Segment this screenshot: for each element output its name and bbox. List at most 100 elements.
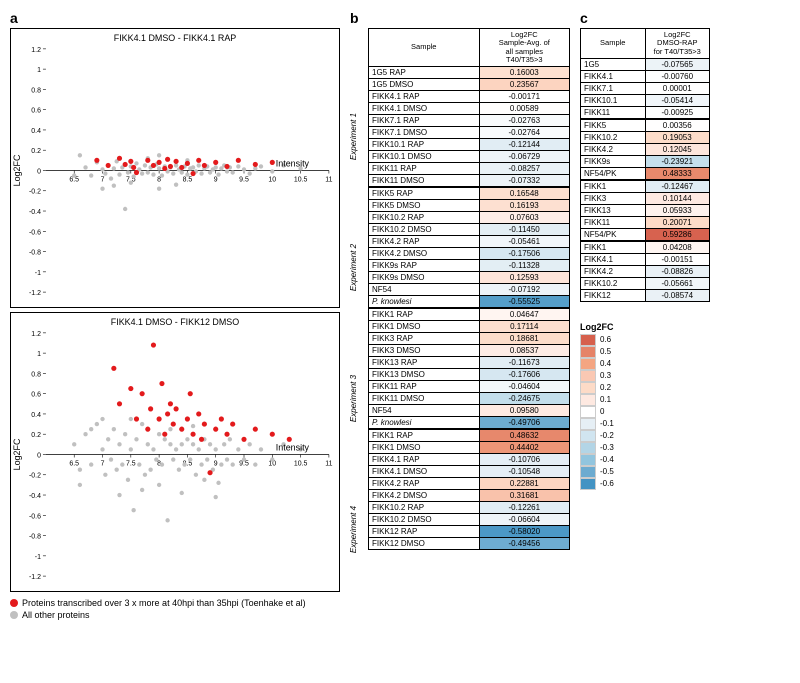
value-cell: 0.59286 [645, 228, 710, 241]
value-cell: 0.12045 [645, 143, 710, 155]
colorbar-stop: 0.4 [580, 358, 780, 370]
legend-item: All other proteins [10, 610, 340, 620]
sample-label: FIKK9s RAP [369, 260, 480, 272]
sample-label: FIKK3 DMSO [369, 345, 480, 357]
svg-text:-0.8: -0.8 [29, 250, 41, 257]
sample-label: FIKK1 RAP [369, 429, 480, 442]
colorbar-stop: 0.6 [580, 334, 780, 346]
value-cell: 0.18681 [479, 333, 569, 345]
svg-text:0.6: 0.6 [31, 108, 41, 115]
sample-label: FIKK7.1 DMSO [369, 127, 480, 139]
sample-label: FIKK4.1 [581, 253, 646, 265]
svg-text:-1.2: -1.2 [29, 290, 41, 297]
svg-text:0.2: 0.2 [31, 148, 41, 155]
value-cell: -0.00925 [645, 106, 710, 119]
svg-text:-1.2: -1.2 [29, 574, 41, 581]
sample-label: FIKK4.2 DMSO [369, 490, 480, 502]
sample-label: FIKK3 RAP [369, 333, 480, 345]
svg-text:7: 7 [101, 176, 105, 183]
legend-item: Proteins transcribed over 3 x more at 40… [10, 598, 340, 608]
value-cell: -0.05414 [645, 94, 710, 106]
color-scale: Log2FC0.60.50.40.30.20.10-0.1-0.2-0.3-0.… [580, 322, 780, 490]
svg-text:11: 11 [325, 460, 332, 467]
sample-label: FIKK13 [581, 204, 646, 216]
value-cell: -0.05661 [645, 277, 710, 289]
colorbar-stop: 0.1 [580, 394, 780, 406]
value-cell: 0.22881 [479, 478, 569, 490]
svg-text:1.2: 1.2 [31, 47, 41, 54]
sample-label: FIKK1 DMSO [369, 321, 480, 333]
sample-label: FIKK9s [581, 155, 646, 167]
colorbar-stop: -0.2 [580, 430, 780, 442]
value-cell: 0.08537 [479, 345, 569, 357]
svg-text:0.8: 0.8 [31, 371, 41, 378]
svg-text:-0.4: -0.4 [29, 493, 41, 500]
svg-text:Log2FC: Log2FC [12, 154, 22, 186]
sample-label: FIKK11 RAP [369, 381, 480, 393]
value-cell: 0.31681 [479, 490, 569, 502]
experiment-label: Experiment 4 [349, 505, 358, 552]
value-cell: -0.24675 [479, 393, 569, 405]
sample-label: FIKK10.2 [581, 131, 646, 143]
colorbar-stop: 0.2 [580, 382, 780, 394]
value-cell: -0.04604 [479, 381, 569, 393]
sample-label: 1G5 DMSO [369, 79, 480, 91]
sample-label: FIKK9s DMSO [369, 272, 480, 284]
sample-label: FIKK12 RAP [369, 526, 480, 538]
value-cell: -0.02763 [479, 115, 569, 127]
sample-label: FIKK10.2 RAP [369, 212, 480, 224]
value-cell: 0.48632 [479, 429, 569, 442]
sample-label: FIKK11 DMSO [369, 393, 480, 405]
sample-label: FIKK3 [581, 192, 646, 204]
value-cell: -0.08574 [645, 289, 710, 301]
svg-text:9.5: 9.5 [239, 176, 249, 183]
svg-text:1: 1 [37, 351, 41, 358]
panel-a: a -1.2-1-0.8-0.6-0.4-0.200.20.40.60.811.… [10, 10, 340, 622]
sample-label: FIKK12 [581, 289, 646, 301]
svg-text:-0.2: -0.2 [29, 473, 41, 480]
sample-label: FIKK12 DMSO [369, 538, 480, 550]
value-cell: -0.12261 [479, 502, 569, 514]
svg-text:1.2: 1.2 [31, 331, 41, 338]
value-cell: 0.00001 [645, 82, 710, 94]
sample-label: FIKK11 [581, 106, 646, 119]
value-cell: 0.17114 [479, 321, 569, 333]
svg-text:10.5: 10.5 [294, 460, 308, 467]
svg-text:0: 0 [37, 452, 41, 459]
value-cell: 0.44402 [479, 442, 569, 454]
value-cell: 0.04208 [645, 241, 710, 254]
scatter-chart-1: -1.2-1-0.8-0.6-0.4-0.200.20.40.60.811.26… [10, 312, 340, 592]
sample-label: FIKK4.2 RAP [369, 478, 480, 490]
sample-label: FIKK11 RAP [369, 163, 480, 175]
value-cell: -0.11673 [479, 357, 569, 369]
value-cell: 0.19053 [645, 131, 710, 143]
value-cell: -0.49456 [479, 538, 569, 550]
colorbar-stop: 0.3 [580, 370, 780, 382]
svg-text:FIKK4.1 DMSO - FIKK4.1 RAP: FIKK4.1 DMSO - FIKK4.1 RAP [114, 33, 237, 43]
value-cell: -0.08826 [645, 265, 710, 277]
svg-text:-0.4: -0.4 [29, 209, 41, 216]
svg-text:-0.6: -0.6 [29, 513, 41, 520]
table-c: SampleLog2FCDMSO-RAPfor T40/T35>31G5-0.0… [580, 28, 710, 302]
legend: Proteins transcribed over 3 x more at 40… [10, 598, 340, 620]
sample-label: FIKK4.2 DMSO [369, 248, 480, 260]
panel-a-label: a [10, 10, 340, 26]
sample-label: FIKK5 DMSO [369, 200, 480, 212]
sample-label: FIKK4.2 [581, 265, 646, 277]
sample-label: FIKK11 DMSO [369, 175, 480, 188]
svg-text:6.5: 6.5 [69, 460, 79, 467]
value-cell: 0.05933 [645, 204, 710, 216]
sample-label: NF54/PK [581, 167, 646, 180]
value-cell: -0.07332 [479, 175, 569, 188]
svg-text:8: 8 [157, 176, 161, 183]
sample-label: FIKK4.1 RAP [369, 91, 480, 103]
value-cell: 0.04647 [479, 308, 569, 321]
svg-text:Intensity: Intensity [276, 159, 310, 169]
sample-label: P. knowlesi [369, 296, 480, 309]
value-cell: -0.07565 [645, 58, 710, 70]
sample-label: FIKK10.1 [581, 94, 646, 106]
value-cell: 0.10144 [645, 192, 710, 204]
value-cell: 0.20071 [645, 216, 710, 228]
experiment-label: Experiment 1 [349, 112, 358, 159]
value-cell: -0.23921 [645, 155, 710, 167]
